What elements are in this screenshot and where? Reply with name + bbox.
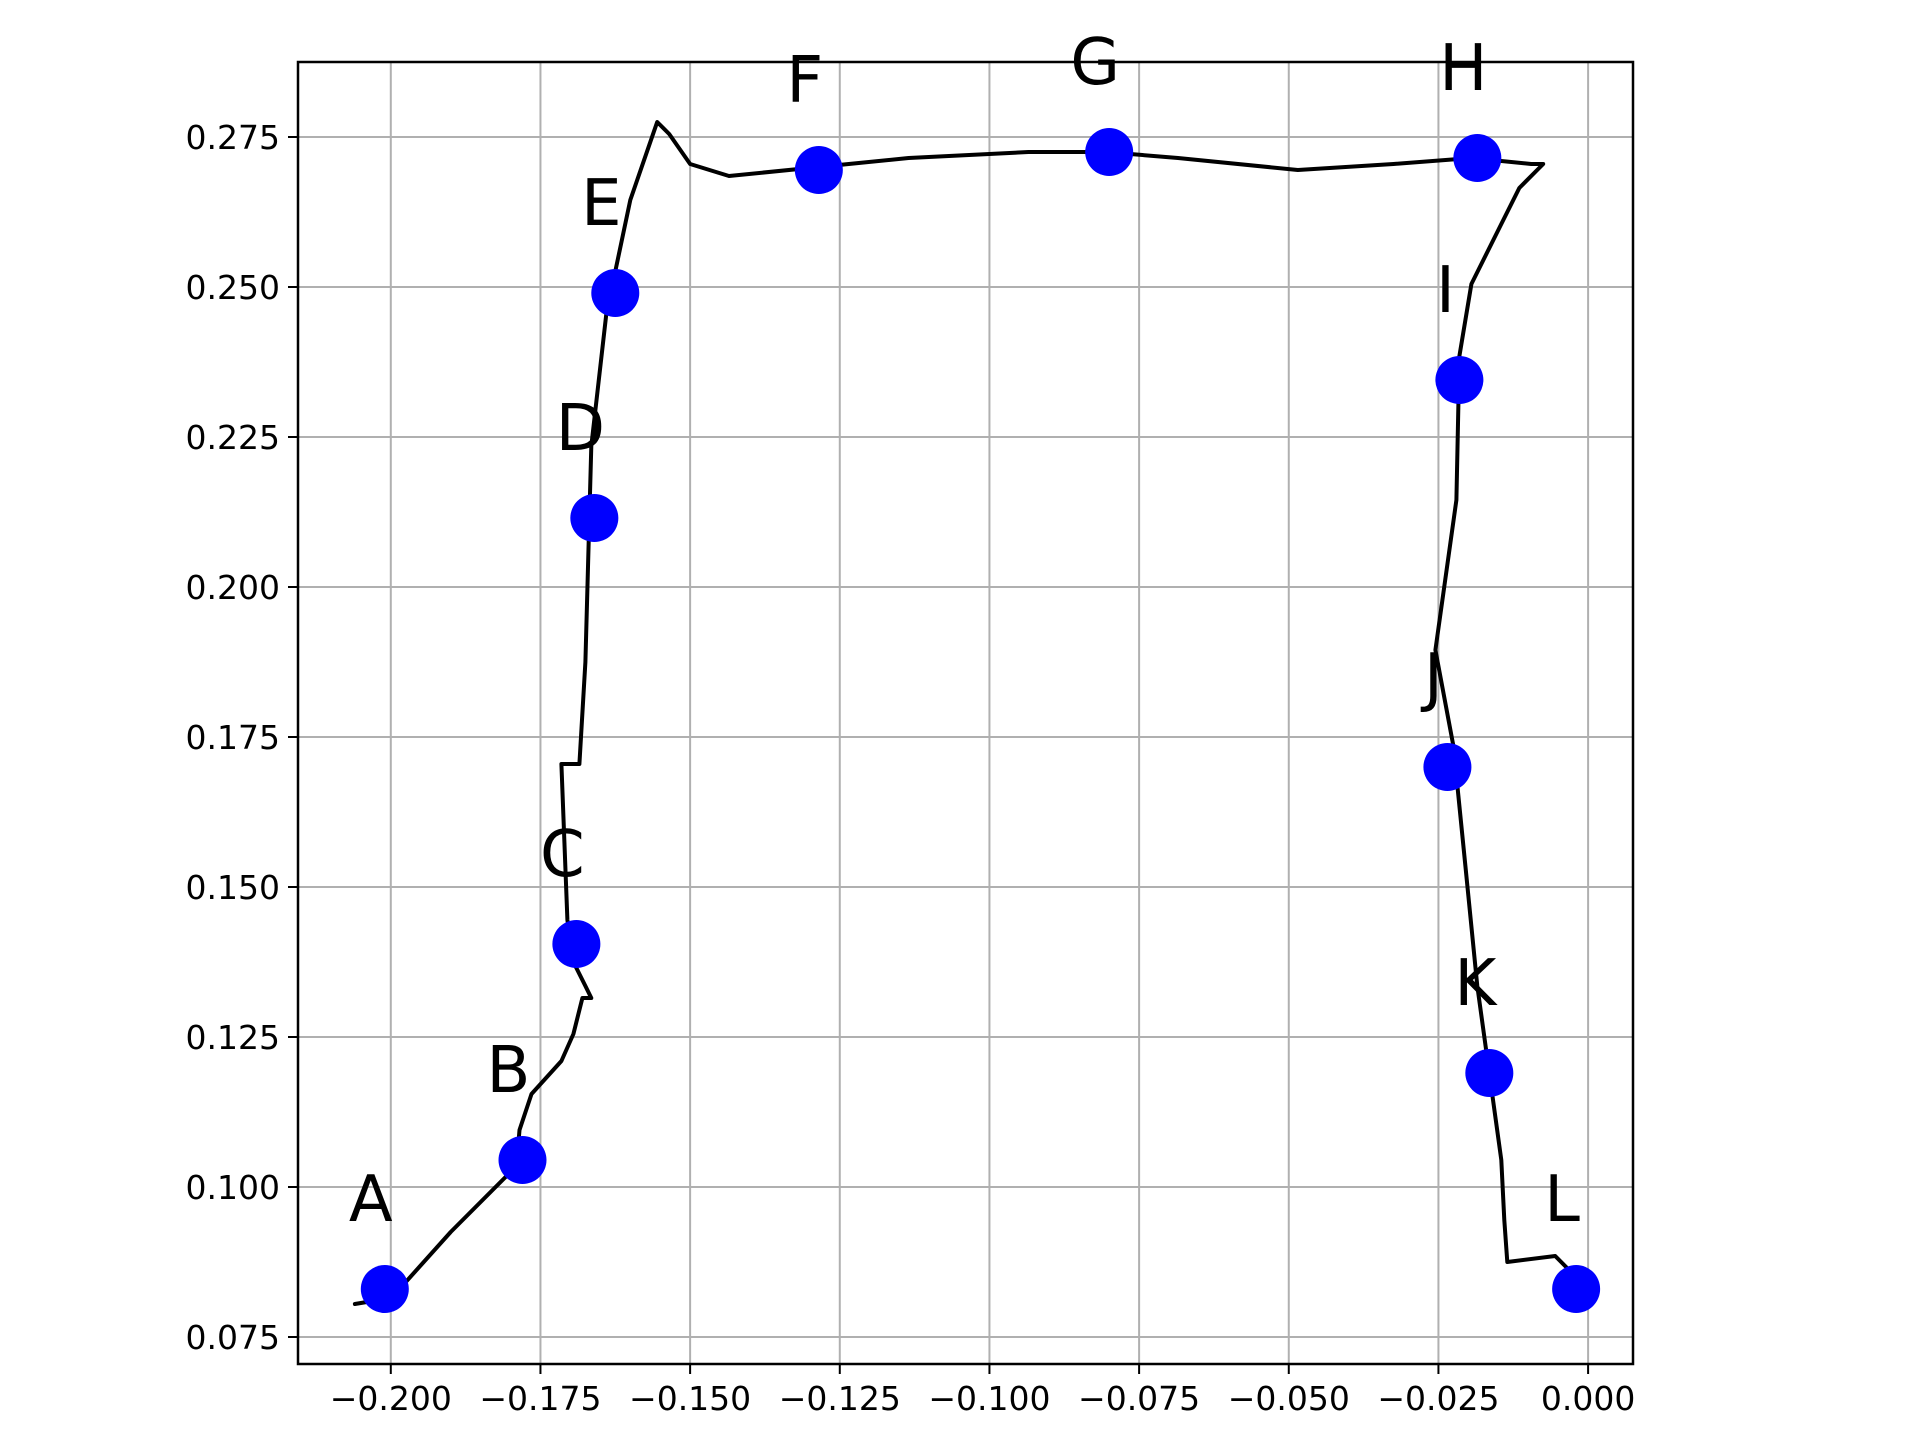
x-tick-label: −0.150 [629, 1379, 751, 1418]
y-tick-label: 0.075 [186, 1318, 280, 1357]
point-i [1435, 356, 1484, 404]
point-j [1423, 743, 1472, 791]
y-tick-label: 0.200 [186, 568, 280, 607]
point-label-b: B [487, 1034, 531, 1108]
trajectory-line [352, 120, 1579, 1306]
point-label-l: L [1544, 1163, 1580, 1237]
point-a [360, 1265, 409, 1313]
point-g [1085, 128, 1134, 176]
x-axis: −0.200 −0.175 −0.150 −0.125 −0.100 −0.075 −0.0… [330, 1364, 1635, 1418]
axes-frame [296, 60, 1635, 1366]
y-tick-label: 0.250 [186, 268, 280, 307]
x-tick-label: −0.175 [479, 1379, 601, 1418]
point-h [1453, 134, 1502, 182]
point-b [498, 1136, 547, 1184]
x-tick-label: −0.025 [1377, 1379, 1499, 1418]
x-tick-label: −0.075 [1078, 1379, 1200, 1418]
point-label-k: K [1454, 947, 1498, 1021]
point-k [1465, 1049, 1514, 1097]
points-layer [360, 128, 1601, 1313]
point-label-d: D [556, 392, 605, 466]
y-tick-label: 0.275 [186, 118, 280, 157]
y-tick-label: 0.225 [186, 418, 280, 457]
x-tick-label: −0.200 [330, 1379, 452, 1418]
point-label-i: I [1436, 254, 1455, 328]
y-tick-label: 0.125 [186, 1018, 280, 1057]
point-c [552, 920, 601, 968]
grid [298, 62, 1633, 1364]
point-e [591, 269, 640, 317]
trajectory-layer [352, 120, 1579, 1306]
point-label-c: C [540, 818, 585, 892]
y-tick-label: 0.100 [186, 1168, 280, 1207]
y-axis: 0.075 0.100 0.125 0.150 0.175 0.200 0.225 0.250… [186, 118, 298, 1357]
y-tick-label: 0.150 [186, 868, 280, 907]
x-tick-label: 0.000 [1541, 1379, 1635, 1418]
y-tick-label: 0.175 [186, 718, 280, 757]
point-l [1552, 1265, 1601, 1313]
point-d [570, 494, 619, 542]
x-tick-label: −0.050 [1228, 1379, 1350, 1418]
point-f [794, 146, 843, 194]
x-tick-label: −0.125 [779, 1379, 901, 1418]
point-label-a: A [349, 1163, 393, 1237]
point-label-j: J [1420, 641, 1443, 715]
point-label-e: E [581, 167, 621, 241]
point-label-h: H [1439, 32, 1487, 106]
point-label-f: F [786, 44, 823, 118]
x-tick-label: −0.100 [928, 1379, 1050, 1418]
